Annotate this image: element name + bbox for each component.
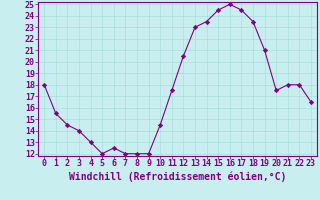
X-axis label: Windchill (Refroidissement éolien,°C): Windchill (Refroidissement éolien,°C)	[69, 171, 286, 182]
